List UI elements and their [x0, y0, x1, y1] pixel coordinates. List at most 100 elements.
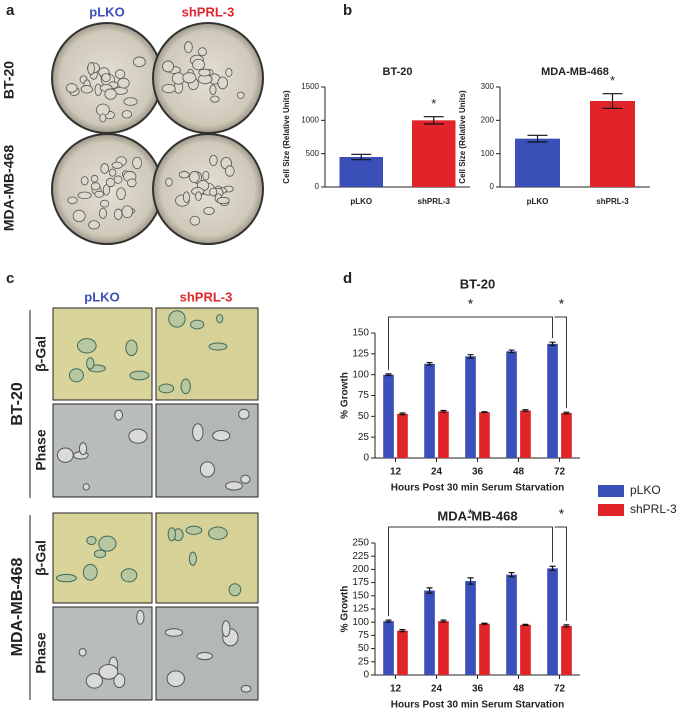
- cell: [117, 77, 130, 89]
- cell: [56, 447, 74, 463]
- cell: [224, 165, 235, 177]
- cell: [127, 178, 137, 188]
- column-header: shPRL-3: [182, 4, 235, 19]
- cell: [195, 191, 202, 201]
- y-tick-label: 225: [352, 551, 369, 562]
- error-bar: [522, 623, 529, 626]
- cell: [240, 684, 252, 693]
- error-bar: [351, 153, 372, 161]
- cell: [202, 170, 210, 181]
- significance-star: *: [610, 73, 615, 88]
- panel-label: b: [343, 2, 352, 19]
- column-header: pLKO: [84, 289, 119, 304]
- cell: [136, 610, 145, 625]
- x-tick-label: 72: [554, 467, 566, 478]
- x-tick-label: 24: [431, 684, 443, 695]
- legend-swatch: [598, 485, 624, 497]
- error-bar: [481, 411, 488, 414]
- cell: [240, 474, 251, 484]
- bar: [520, 410, 531, 458]
- cell: [189, 171, 200, 184]
- cell: [99, 207, 107, 219]
- cell: [212, 430, 231, 442]
- cell: [116, 187, 126, 200]
- error-bar: [440, 409, 447, 413]
- bar: [383, 374, 394, 458]
- x-axis-label: Hours Post 30 min Serum Starvation: [391, 700, 564, 711]
- cell: [67, 196, 78, 204]
- cell: [197, 47, 207, 57]
- significance-star: *: [559, 506, 565, 522]
- cell: [90, 182, 101, 191]
- stain-label: β-Gal: [33, 336, 49, 372]
- cell: [209, 154, 218, 166]
- cell: [87, 62, 95, 75]
- x-tick-label: shPRL-3: [596, 197, 629, 206]
- chart-title: BT-20: [460, 276, 495, 291]
- error-bar: [563, 411, 570, 415]
- row-label: MDA-MB-468: [1, 145, 17, 232]
- cell: [221, 620, 231, 638]
- y-tick-label: 100: [352, 369, 369, 380]
- cell: [158, 383, 175, 394]
- cell: [88, 220, 100, 230]
- error-bar: [522, 409, 529, 412]
- cell: [82, 483, 90, 491]
- y-axis-label: % Growth: [340, 372, 351, 419]
- bar: [424, 363, 435, 458]
- error-bar: [426, 587, 433, 594]
- bar: [479, 623, 490, 675]
- error-bar: [399, 628, 406, 633]
- cell: [99, 199, 110, 208]
- cell: [104, 88, 117, 100]
- x-tick-label: 24: [431, 467, 443, 478]
- bar: [590, 101, 635, 187]
- y-axis-label: Cell Size (Relative Units): [458, 90, 467, 184]
- cell: [98, 535, 117, 552]
- cell: [216, 313, 224, 324]
- dish-images: [51, 22, 264, 245]
- bar: [397, 630, 408, 675]
- legend-label: shPRL-3: [630, 502, 677, 516]
- y-axis-label: Cell Size (Relative Units): [282, 90, 291, 184]
- cell: [182, 191, 190, 203]
- cell: [129, 370, 150, 381]
- bar: [561, 413, 572, 458]
- cell: [121, 110, 133, 119]
- micrographs: [52, 307, 259, 701]
- cell: [82, 563, 98, 581]
- cell: [185, 525, 203, 535]
- panel-label: c: [6, 270, 14, 287]
- bar: [438, 411, 449, 458]
- bar: [383, 621, 394, 675]
- y-tick-label: 0: [490, 182, 495, 191]
- bar: [506, 351, 517, 458]
- cell: [85, 673, 103, 689]
- panel-label: a: [6, 2, 15, 19]
- legend-label: pLKO: [630, 483, 661, 497]
- cell: [120, 568, 138, 583]
- x-tick-label: pLKO: [350, 197, 372, 206]
- y-tick-label: 150: [352, 590, 369, 601]
- error-bar: [423, 116, 444, 125]
- cell: [238, 408, 250, 420]
- cell: [113, 673, 126, 689]
- cell: [161, 83, 176, 94]
- bracket: [554, 316, 567, 409]
- y-tick-label: 125: [352, 348, 369, 359]
- error-bar: [467, 354, 474, 359]
- cell: [128, 428, 148, 444]
- error-bar: [481, 622, 488, 625]
- cell: [113, 175, 123, 184]
- error-bar: [399, 412, 406, 416]
- significance-star: *: [468, 296, 474, 312]
- cell: [180, 378, 191, 395]
- cell: [162, 60, 174, 73]
- y-tick-label: 25: [358, 432, 370, 443]
- cell: [190, 319, 205, 330]
- cell: [208, 526, 228, 540]
- cell: [182, 72, 197, 84]
- y-tick-label: 0: [315, 182, 320, 191]
